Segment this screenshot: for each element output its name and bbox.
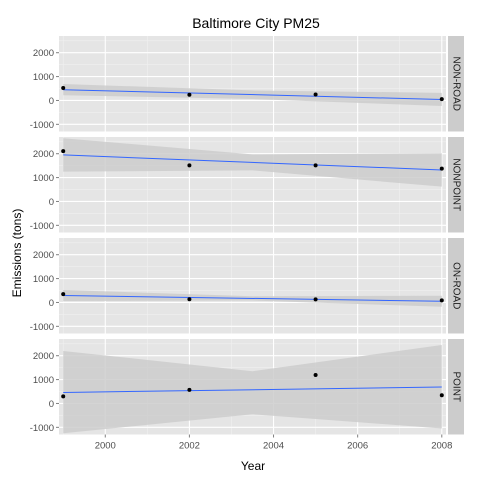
y-tick-label: 2000 <box>33 351 54 362</box>
trend-line <box>63 154 442 171</box>
x-axis-title: Year <box>241 459 265 473</box>
trend-line <box>63 89 442 101</box>
y-tick-label: 1000 <box>33 72 54 83</box>
y-tick-label: 1000 <box>33 274 54 285</box>
strip-background <box>448 36 464 132</box>
data-point <box>439 298 444 303</box>
data-point <box>187 387 192 392</box>
x-tick-label: 2004 <box>263 441 284 452</box>
y-tick-label: 2000 <box>33 149 54 160</box>
data-point <box>313 372 318 377</box>
data-point <box>61 149 66 154</box>
y-axis-title: Emissions (tons) <box>10 209 24 298</box>
facet-panel-non-road: -1000 0 1000 2000 NON-ROAD <box>30 36 464 132</box>
y-tick-label: 0 <box>49 399 54 410</box>
y-tick-label: -1000 <box>30 423 54 434</box>
y-tick-label: 0 <box>49 298 54 309</box>
y-tick-label: 1000 <box>33 173 54 184</box>
data-point <box>187 297 192 302</box>
y-tick-label: 0 <box>49 96 54 107</box>
strip-background <box>448 137 464 233</box>
strip-label: NONPOINT <box>450 158 461 211</box>
data-point <box>439 166 444 171</box>
y-tick-label: -1000 <box>30 322 54 333</box>
y-tick-label: -1000 <box>30 120 54 131</box>
strip-background <box>448 238 464 334</box>
data-point <box>61 394 66 399</box>
y-tick-label: 2000 <box>33 250 54 261</box>
strip-background <box>448 339 464 435</box>
data-point <box>187 92 192 97</box>
trend-line <box>63 295 442 302</box>
x-tick-label: 2006 <box>347 441 368 452</box>
y-tick-label: 2000 <box>33 48 54 59</box>
data-point <box>439 97 444 102</box>
facet-panel-on-road: -1000 0 1000 2000 ON-ROAD <box>30 238 464 334</box>
strip-label: POINT <box>450 371 461 402</box>
x-tick-label: 2000 <box>95 441 116 452</box>
data-point <box>187 163 192 168</box>
data-point <box>61 292 66 297</box>
facet-panel-nonpoint: -1000 0 1000 2000 NONPOINT <box>30 137 464 233</box>
data-point <box>313 297 318 302</box>
panel-background <box>59 238 446 334</box>
chart-title: Baltimore City PM25 <box>192 15 320 31</box>
strip-label: NON-ROAD <box>450 57 461 111</box>
panel-background <box>59 36 446 132</box>
y-tick-label: 0 <box>49 197 54 208</box>
facet-panel-point: -1000 0 1000 2000 POINT <box>30 339 464 435</box>
data-point <box>313 92 318 97</box>
confidence-band <box>63 344 442 434</box>
facet-panels: -1000 0 1000 2000 NON-ROAD -1000 0 1000 2000 NONP… <box>30 36 464 435</box>
x-tick-label: 2008 <box>431 441 452 452</box>
data-point <box>439 393 444 398</box>
data-point <box>313 163 318 168</box>
y-tick-label: -1000 <box>30 221 54 232</box>
data-point <box>61 85 66 90</box>
y-tick-label: 1000 <box>33 375 54 386</box>
trend-line <box>63 386 442 393</box>
x-tick-label: 2002 <box>179 441 200 452</box>
x-axis: 2000 2002 2004 2006 2008 <box>95 434 452 452</box>
strip-label: ON-ROAD <box>450 262 461 309</box>
